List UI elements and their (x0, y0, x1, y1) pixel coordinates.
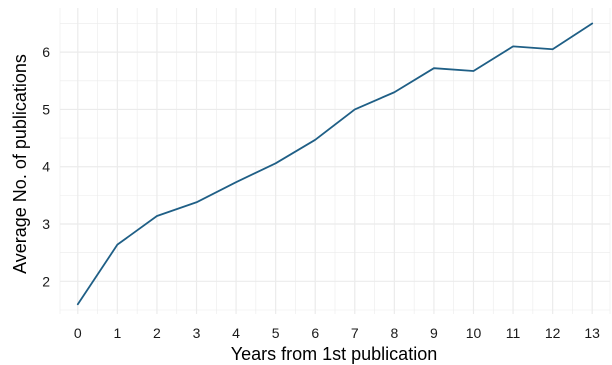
x-axis-title: Years from 1st publication (231, 344, 437, 364)
y-tick-label: 4 (42, 159, 50, 175)
x-tick-label: 11 (506, 325, 521, 341)
y-tick-label: 3 (42, 216, 50, 232)
major-gridlines (60, 8, 610, 314)
x-tick-label: 3 (193, 325, 201, 341)
y-tick-labels: 2 3 4 5 6 (42, 44, 50, 289)
x-tick-label: 5 (272, 325, 280, 341)
minor-gridlines (59, 8, 611, 314)
y-tick-label: 2 (42, 273, 50, 289)
x-tick-label: 13 (584, 325, 600, 341)
y-tick-label: 6 (42, 44, 50, 60)
y-tick-label: 5 (42, 101, 50, 117)
x-tick-label: 9 (430, 325, 438, 341)
x-tick-label: 2 (153, 325, 161, 341)
x-tick-label: 4 (232, 325, 240, 341)
x-tick-label: 0 (74, 325, 82, 341)
x-tick-label: 12 (545, 325, 561, 341)
x-tick-label: 7 (351, 325, 359, 341)
y-axis-title: Average No. of publications (10, 54, 30, 274)
x-tick-label: 10 (466, 325, 482, 341)
x-tick-label: 8 (390, 325, 398, 341)
series-line (76, 22, 594, 306)
x-tick-labels: 0 1 2 3 4 5 6 7 8 9 10 11 12 13 (74, 325, 600, 341)
x-tick-label: 1 (113, 325, 121, 341)
series-layer (76, 22, 594, 306)
x-tick-label: 6 (311, 325, 319, 341)
